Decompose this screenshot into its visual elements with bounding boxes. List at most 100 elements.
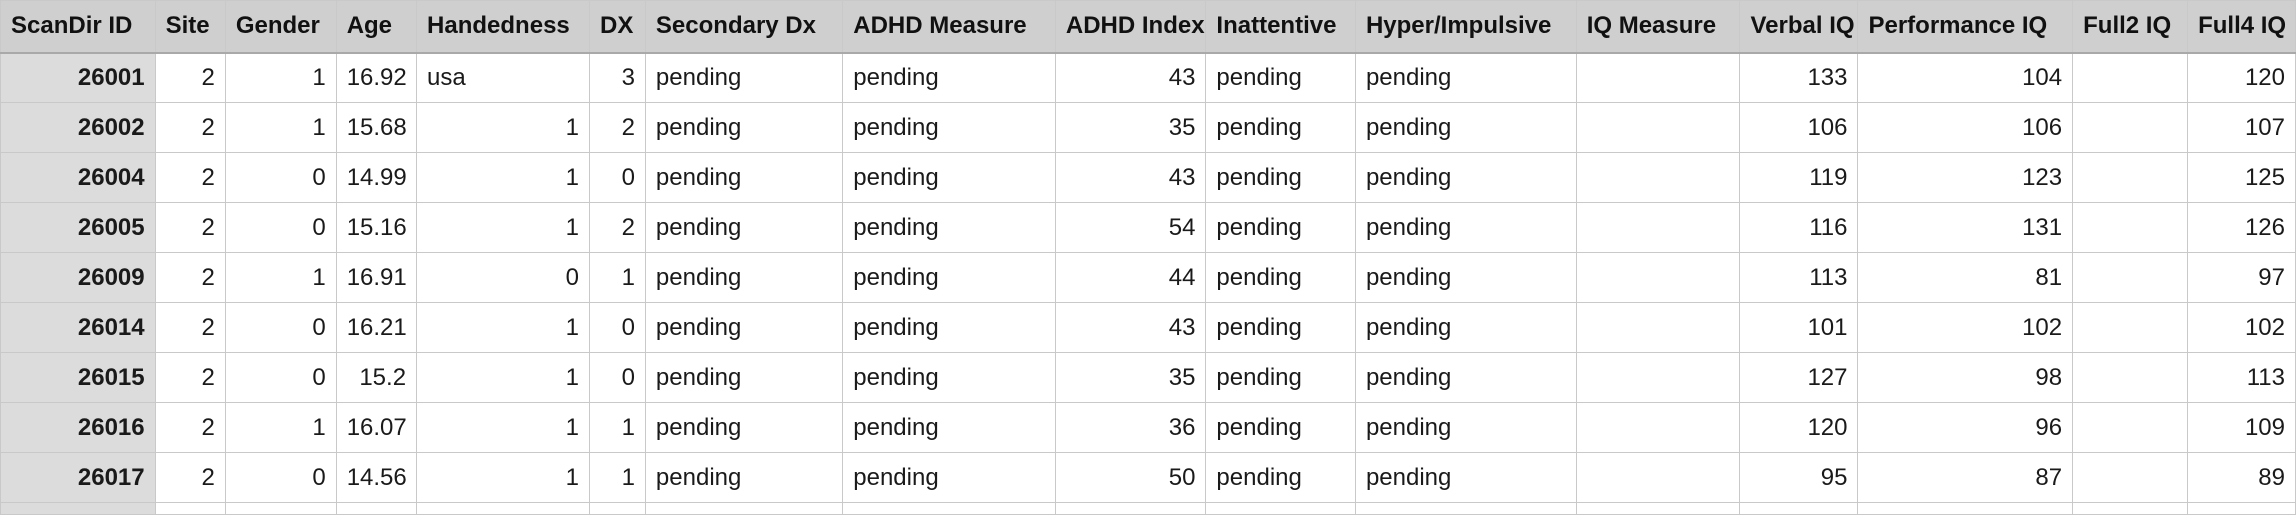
table-cell[interactable]: 107	[2187, 102, 2296, 153]
table-cell[interactable]: 89	[2187, 452, 2296, 503]
table-cell[interactable]: 127	[1739, 352, 1859, 403]
table-cell[interactable]: 133	[1739, 52, 1859, 103]
table-cell[interactable]: 113	[1739, 252, 1859, 303]
table-cell[interactable]: pending	[644, 452, 844, 503]
table-cell[interactable]: 1	[588, 402, 646, 453]
table-cell[interactable]: 120	[1739, 402, 1859, 453]
table-row[interactable]: 26001 2 1 16.92 usa 3 pending pending 43 pending p…	[0, 52, 2296, 103]
table-cell[interactable]: 116	[1739, 202, 1859, 253]
row-id-cell[interactable]: 26017	[0, 452, 156, 503]
table-cell[interactable]	[1575, 502, 1741, 515]
table-cell[interactable]: 104	[1857, 52, 2074, 103]
table-cell[interactable]	[1575, 402, 1741, 453]
row-id-cell[interactable]: 26005	[0, 202, 156, 253]
table-row[interactable]: 26005 2 0 15.16 1 2 pending pending 54 pending pen…	[0, 202, 2296, 253]
table-cell[interactable]: 44	[1054, 252, 1207, 303]
table-cell[interactable]	[842, 502, 1056, 515]
table-cell[interactable]: 2	[154, 252, 226, 303]
table-cell[interactable]: 16.21	[335, 302, 418, 353]
table-cell[interactable]: 2	[154, 52, 226, 103]
row-id-cell[interactable]: 26004	[0, 152, 156, 203]
table-cell[interactable]	[2072, 152, 2189, 203]
table-cell[interactable]: 98	[1857, 352, 2074, 403]
table-cell[interactable]: 2	[154, 152, 226, 203]
table-cell[interactable]: 106	[1739, 102, 1859, 153]
row-id-cell[interactable]: 26016	[0, 402, 156, 453]
table-cell[interactable]: 119	[1739, 152, 1859, 203]
table-cell[interactable]: pending	[644, 152, 844, 203]
table-cell[interactable]: 0	[224, 302, 337, 353]
table-cell[interactable]	[2072, 452, 2189, 503]
table-cell[interactable]: 1	[224, 252, 337, 303]
row-id-cell[interactable]	[0, 502, 156, 515]
row-id-cell[interactable]: 26001	[0, 52, 156, 103]
table-cell[interactable]: 16.91	[335, 252, 418, 303]
table-cell[interactable]: pending	[842, 52, 1056, 103]
table-row[interactable]: 26017 2 0 14.56 1 1 pending pending 50 pending pen…	[0, 452, 2296, 503]
table-cell[interactable]: 2	[154, 202, 226, 253]
table-cell[interactable]: 95	[1739, 452, 1859, 503]
table-cell[interactable]: pending	[842, 402, 1056, 453]
table-cell[interactable]	[2072, 402, 2189, 453]
column-header[interactable]: Secondary Dx	[644, 0, 844, 54]
table-cell[interactable]: 15.2	[335, 352, 418, 403]
table-cell[interactable]: 2	[588, 202, 646, 253]
table-cell[interactable]: pending	[644, 102, 844, 153]
table-cell[interactable]: pending	[1205, 152, 1356, 203]
table-cell[interactable]: 131	[1857, 202, 2074, 253]
column-header[interactable]: ScanDir ID	[0, 0, 156, 54]
table-cell[interactable]: 2	[154, 302, 226, 353]
column-header[interactable]: Full4 IQ	[2187, 0, 2296, 54]
column-header[interactable]: Gender	[224, 0, 337, 54]
table-cell[interactable]: 0	[224, 202, 337, 253]
table-cell[interactable]	[416, 502, 590, 515]
table-row[interactable]	[0, 502, 2296, 515]
table-cell[interactable]: 1	[416, 402, 590, 453]
table-cell[interactable]	[224, 502, 337, 515]
column-header[interactable]: IQ Measure	[1575, 0, 1741, 54]
table-cell[interactable]: 101	[1739, 302, 1859, 353]
table-cell[interactable]: 109	[2187, 402, 2296, 453]
table-cell[interactable]: 43	[1054, 52, 1207, 103]
table-cell[interactable]: pending	[1354, 52, 1577, 103]
column-header[interactable]: Performance IQ	[1857, 0, 2074, 54]
row-id-cell[interactable]: 26015	[0, 352, 156, 403]
table-cell[interactable]: 81	[1857, 252, 2074, 303]
table-cell[interactable]: 102	[1857, 302, 2074, 353]
table-cell[interactable]: 54	[1054, 202, 1207, 253]
table-cell[interactable]: pending	[644, 402, 844, 453]
table-cell[interactable]: 14.56	[335, 452, 418, 503]
table-row[interactable]: 26014 2 0 16.21 1 0 pending pending 43 pending pen…	[0, 302, 2296, 353]
table-cell[interactable]: 15.16	[335, 202, 418, 253]
table-cell[interactable]: pending	[644, 252, 844, 303]
table-cell[interactable]: pending	[1205, 102, 1356, 153]
table-cell[interactable]	[1857, 502, 2074, 515]
table-cell[interactable]	[1575, 302, 1741, 353]
table-cell[interactable]: 0	[224, 352, 337, 403]
table-cell[interactable]	[1575, 352, 1741, 403]
table-cell[interactable]: pending	[842, 302, 1056, 353]
table-cell[interactable]: pending	[644, 352, 844, 403]
table-row[interactable]: 26016 2 1 16.07 1 1 pending pending 36 pending pen…	[0, 402, 2296, 453]
table-cell[interactable]: pending	[842, 452, 1056, 503]
table-cell[interactable]: 2	[154, 452, 226, 503]
table-cell[interactable]: pending	[1205, 352, 1356, 403]
table-cell[interactable]: 1	[416, 152, 590, 203]
table-cell[interactable]: 1	[224, 102, 337, 153]
table-cell[interactable]	[2072, 52, 2189, 103]
table-cell[interactable]: 15.68	[335, 102, 418, 153]
table-cell[interactable]: pending	[1354, 302, 1577, 353]
column-header[interactable]: Verbal IQ	[1739, 0, 1859, 54]
table-cell[interactable]: pending	[1205, 402, 1356, 453]
column-header[interactable]: Site	[154, 0, 226, 54]
table-row[interactable]: 26009 2 1 16.91 0 1 pending pending 44 pending pen…	[0, 252, 2296, 303]
table-cell[interactable]: 36	[1054, 402, 1207, 453]
table-cell[interactable]: 1	[588, 452, 646, 503]
table-cell[interactable]: 106	[1857, 102, 2074, 153]
table-cell[interactable]	[1575, 102, 1741, 153]
column-header[interactable]: Inattentive	[1205, 0, 1356, 54]
table-cell[interactable]: pending	[644, 302, 844, 353]
column-header[interactable]: DX	[588, 0, 646, 54]
row-id-cell[interactable]: 26002	[0, 102, 156, 153]
table-cell[interactable]: 0	[416, 252, 590, 303]
